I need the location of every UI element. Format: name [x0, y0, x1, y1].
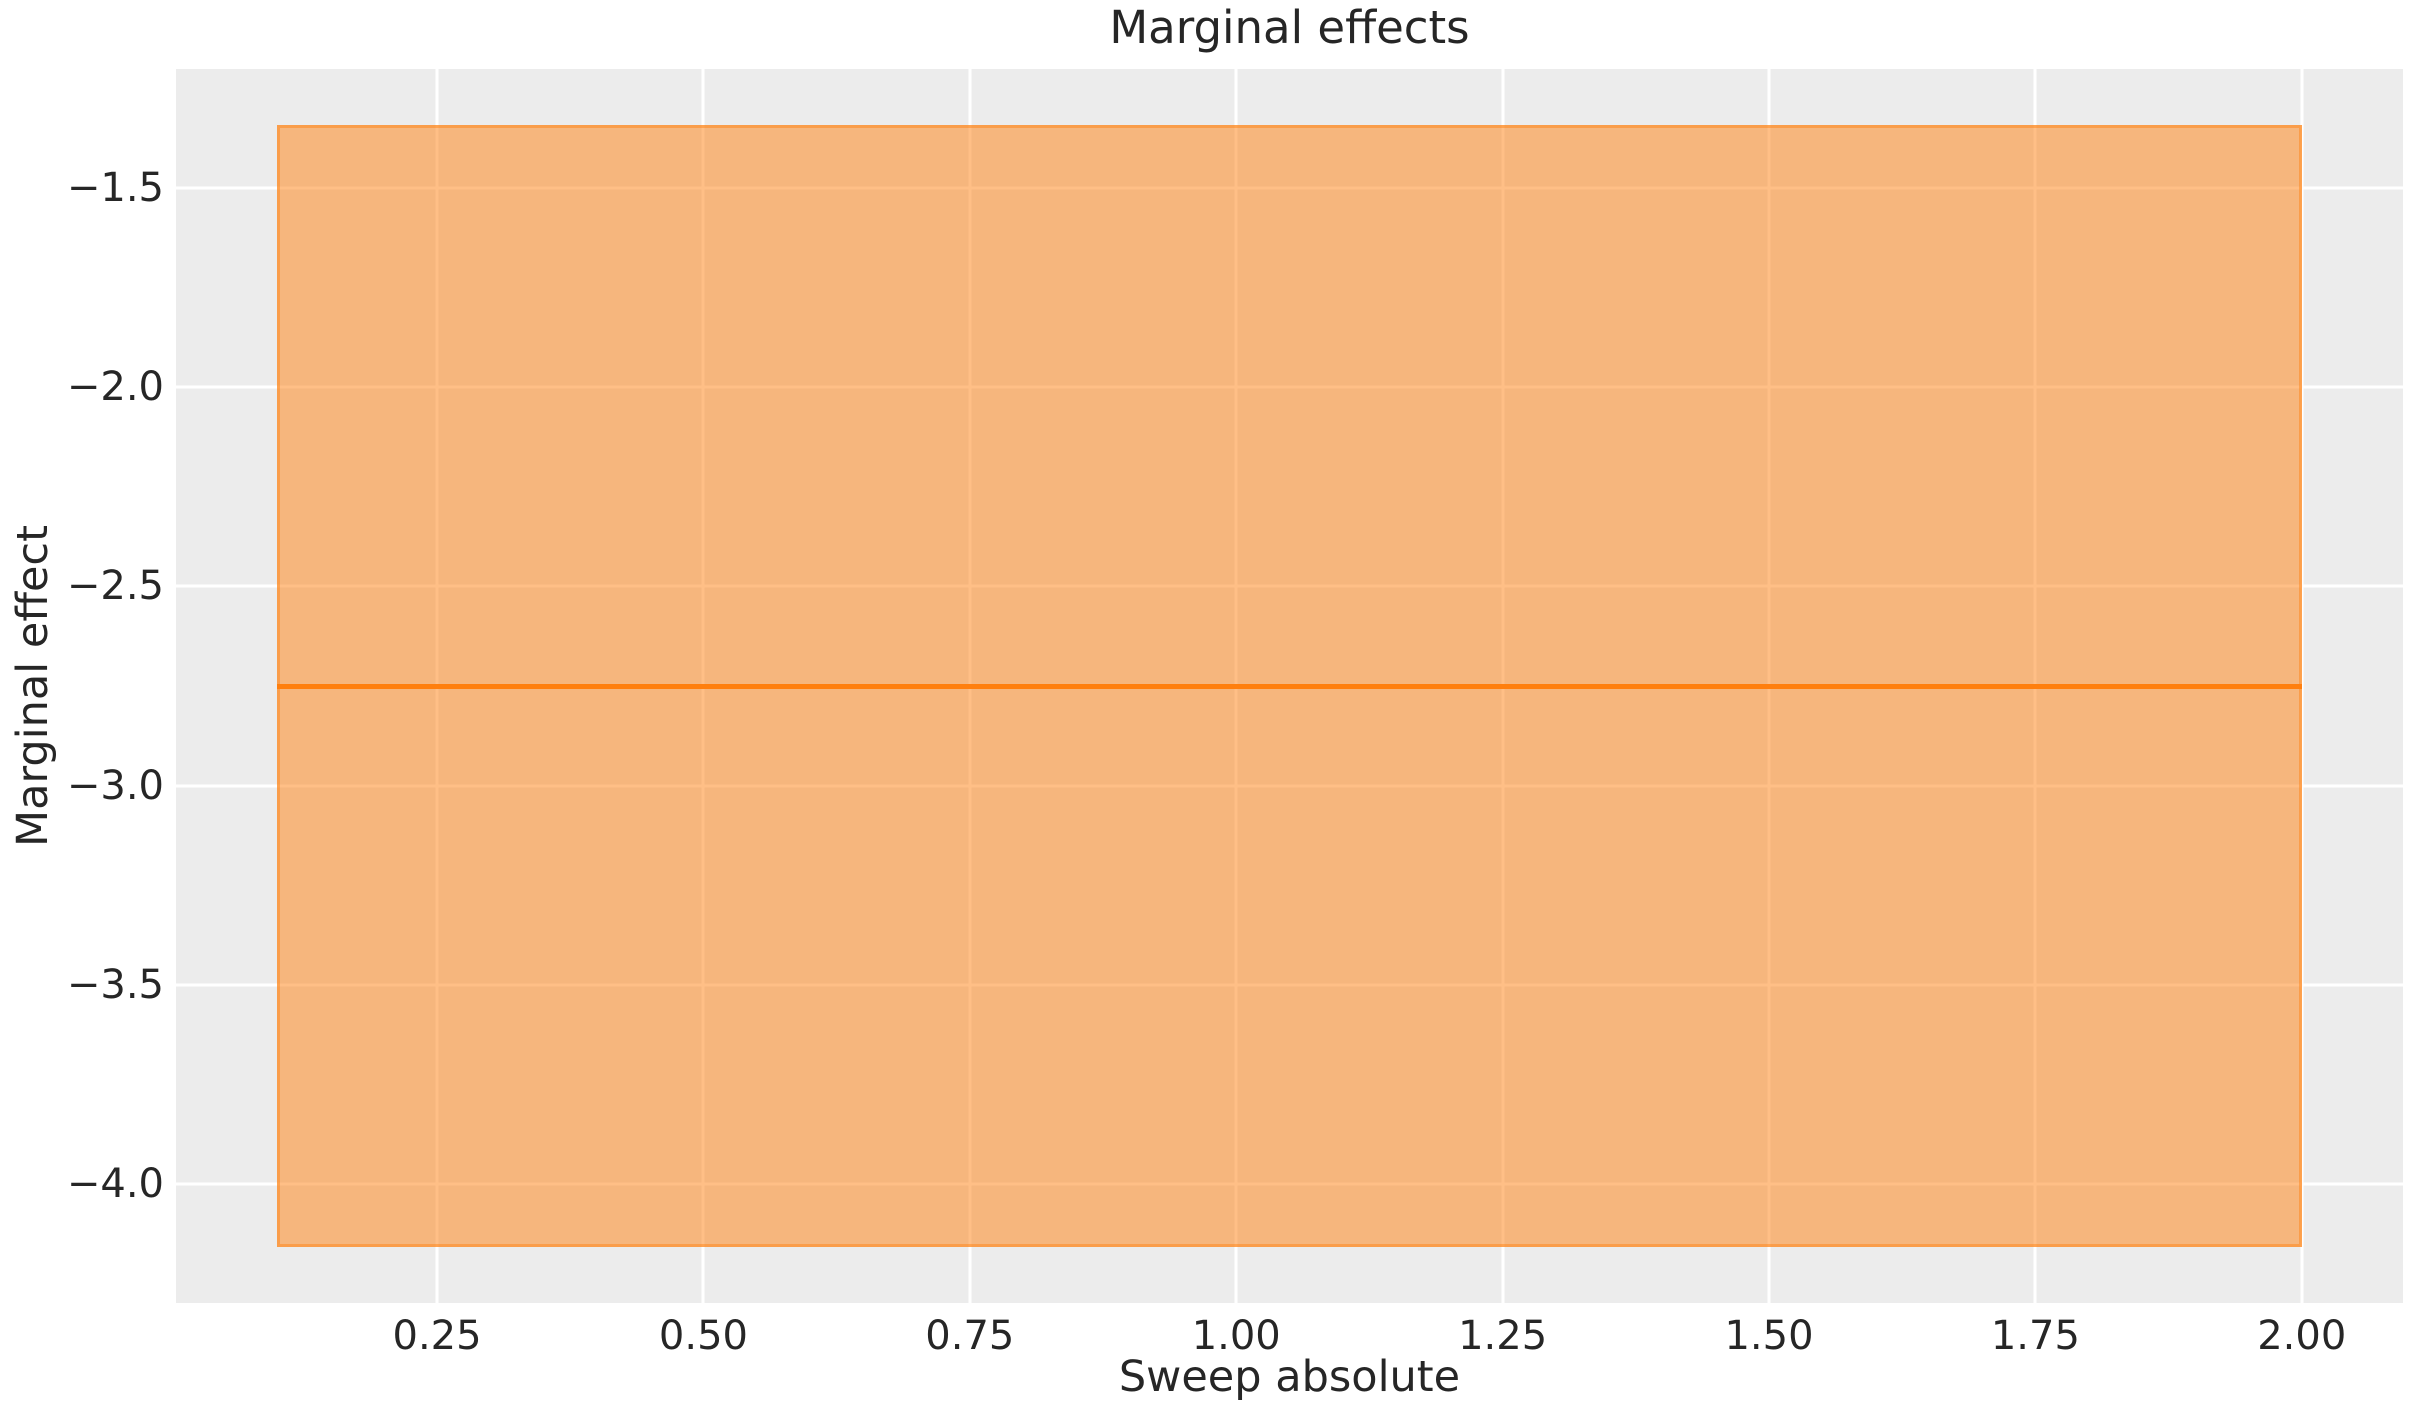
- x-tick-label: 1.25: [1458, 1313, 1548, 1359]
- x-gridline: [2300, 69, 2304, 1303]
- x-tick-label: 1.00: [1191, 1313, 1281, 1359]
- y-tick-label: −1.5: [66, 165, 164, 212]
- x-tick-label: 0.25: [392, 1313, 482, 1359]
- mean-line: [277, 683, 2302, 689]
- y-tick-label: −4.0: [66, 1160, 164, 1207]
- x-tick-label: 0.75: [925, 1313, 1015, 1359]
- chart-title: Marginal effects: [1109, 1, 1470, 54]
- x-tick-label: 1.50: [1724, 1313, 1814, 1359]
- x-tick-label: 2.00: [2257, 1313, 2347, 1359]
- y-tick-label: −2.0: [66, 364, 164, 411]
- y-tick-label: −3.5: [66, 961, 164, 1008]
- y-tick-label: −3.0: [66, 762, 164, 809]
- x-tick-label: 1.75: [1990, 1313, 2080, 1359]
- axes: 0.25 0.50 0.75 1.00 1.25 1.50 1.75 2.00 −1.5 −2.0…: [67, 69, 2403, 1359]
- y-axis-label: Marginal effect: [8, 525, 58, 847]
- y-tick-label: −2.5: [66, 563, 164, 610]
- x-axis-label: Sweep absolute: [1118, 1352, 1461, 1402]
- x-tick-label: 0.50: [658, 1313, 748, 1359]
